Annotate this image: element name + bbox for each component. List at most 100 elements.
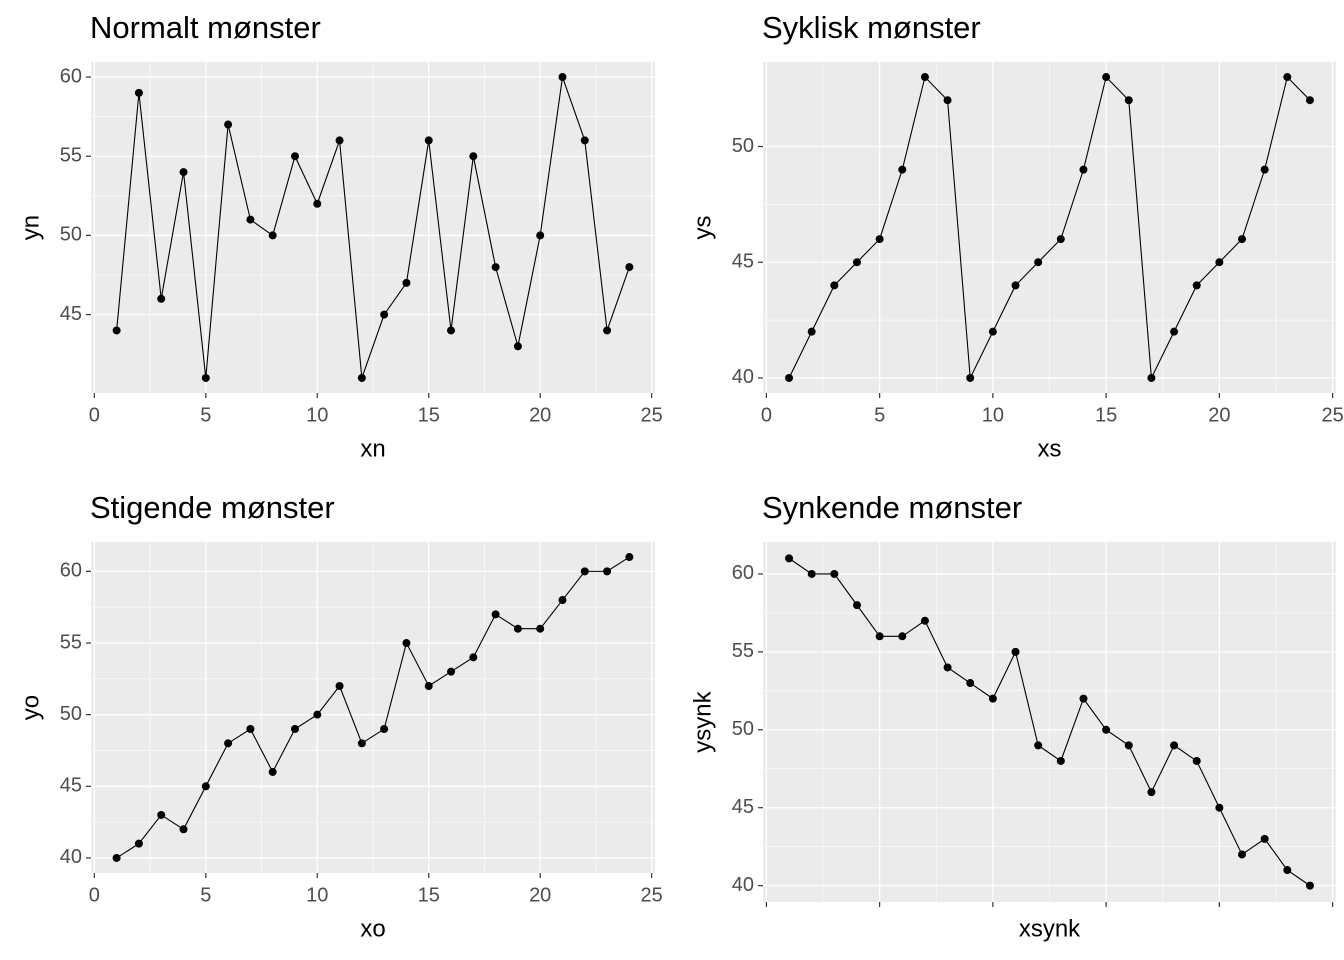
y-tick-label: 60 — [732, 562, 754, 584]
y-axis-label: ysynk — [689, 690, 716, 752]
data-point — [402, 278, 411, 287]
y-tick-label: 45 — [60, 303, 82, 325]
data-point — [807, 327, 816, 336]
data-point — [112, 326, 121, 335]
y-axis-label: yo — [17, 695, 44, 720]
x-tick-label: 15 — [1095, 404, 1117, 426]
x-tick-label: 0 — [761, 404, 772, 426]
y-tick-label: 55 — [60, 631, 82, 653]
y-tick-label: 45 — [60, 775, 82, 797]
data-point — [1260, 165, 1269, 174]
y-tick-label: 50 — [732, 718, 754, 740]
data-point — [1079, 165, 1088, 174]
data-point — [536, 624, 545, 633]
data-point — [943, 96, 952, 105]
data-point — [246, 724, 255, 733]
data-point — [1305, 96, 1314, 105]
x-tick-label: 10 — [306, 404, 328, 426]
data-point — [875, 632, 884, 641]
data-point — [785, 554, 794, 563]
x-tick-label: 20 — [1208, 404, 1230, 426]
x-axis-label: xo — [360, 915, 385, 942]
data-point — [201, 373, 210, 382]
data-point — [1147, 373, 1156, 382]
data-point — [1238, 235, 1247, 244]
data-point — [447, 326, 456, 335]
data-point — [988, 327, 997, 336]
data-point — [830, 281, 839, 290]
data-point — [943, 663, 952, 672]
data-point — [357, 373, 366, 382]
data-point — [224, 739, 233, 748]
chart-title: Synkende mønster — [762, 490, 1022, 525]
y-tick-label: 55 — [60, 145, 82, 167]
y-tick-label: 45 — [732, 796, 754, 818]
data-point — [875, 235, 884, 244]
data-point — [134, 839, 143, 848]
chart-title: Syklisk mønster — [762, 10, 981, 45]
data-point — [335, 136, 344, 145]
data-point — [112, 853, 121, 862]
data-point — [1124, 96, 1133, 105]
data-point — [785, 373, 794, 382]
data-point — [1079, 694, 1088, 703]
data-point — [157, 294, 166, 303]
data-point — [313, 199, 322, 208]
chart-title: Normalt mønster — [90, 10, 321, 45]
data-point — [966, 679, 975, 688]
data-line — [788, 557, 1311, 887]
data-point — [402, 639, 411, 648]
x-tick-label: 15 — [418, 884, 440, 906]
data-point — [1283, 73, 1292, 82]
data-point — [1056, 756, 1065, 765]
data-point — [469, 152, 478, 161]
data-point — [1034, 741, 1043, 750]
data-point — [268, 767, 277, 776]
data-point — [179, 825, 188, 834]
data-point — [1124, 741, 1133, 750]
data-point — [536, 231, 545, 240]
data-point — [625, 553, 634, 562]
x-tick-label: 10 — [982, 404, 1004, 426]
data-point — [830, 569, 839, 578]
data-point — [580, 136, 589, 145]
data-point — [290, 724, 299, 733]
data-point — [1170, 327, 1179, 336]
data-point — [625, 263, 634, 272]
data-point — [1102, 725, 1111, 734]
data-point — [1305, 881, 1314, 890]
data-point — [1215, 258, 1224, 267]
y-tick-label: 40 — [732, 366, 754, 388]
data-point — [580, 567, 589, 576]
data-point — [1011, 647, 1020, 656]
data-point — [491, 263, 500, 272]
data-point — [447, 667, 456, 676]
data-point — [1192, 756, 1201, 765]
data-point — [1238, 850, 1247, 859]
y-tick-label: 40 — [60, 846, 82, 868]
data-point — [134, 88, 143, 97]
x-tick-label: 5 — [874, 404, 885, 426]
x-axis-label: xs — [1038, 435, 1062, 462]
data-point — [424, 136, 433, 145]
x-tick-label: 5 — [200, 404, 211, 426]
data-point — [1170, 741, 1179, 750]
data-point — [1011, 281, 1020, 290]
data-point — [920, 616, 929, 625]
data-point — [179, 168, 188, 177]
x-tick-label: 25 — [641, 404, 663, 426]
data-point — [424, 682, 433, 691]
data-line — [116, 76, 630, 379]
y-tick-label: 45 — [732, 251, 754, 273]
data-point — [558, 73, 567, 82]
data-point — [1215, 803, 1224, 812]
data-point — [1102, 73, 1111, 82]
data-line — [788, 75, 1311, 380]
data-point — [852, 601, 861, 610]
data-point — [966, 373, 975, 382]
x-tick-label: 20 — [529, 404, 551, 426]
data-point — [898, 632, 907, 641]
y-tick-label: 40 — [732, 874, 754, 896]
data-point — [380, 724, 389, 733]
data-point — [852, 258, 861, 267]
